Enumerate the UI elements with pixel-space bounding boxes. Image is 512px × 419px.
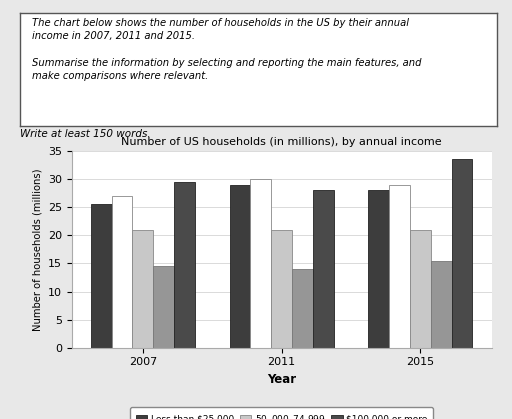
Bar <box>313 190 334 348</box>
Bar <box>174 182 195 348</box>
Bar <box>133 230 153 348</box>
Bar <box>112 196 133 348</box>
Bar <box>91 204 112 348</box>
Bar <box>452 159 473 348</box>
Text: The chart below shows the number of households in the US by their annual
income : The chart below shows the number of hous… <box>32 18 422 81</box>
X-axis label: Year: Year <box>267 373 296 386</box>
Bar <box>368 190 389 348</box>
Bar <box>292 269 313 348</box>
Text: Write at least 150 words.: Write at least 150 words. <box>20 129 151 139</box>
Bar <box>153 266 174 348</box>
Title: Number of US households (in millions), by annual income: Number of US households (in millions), b… <box>121 137 442 147</box>
Bar <box>431 261 452 348</box>
Bar <box>389 185 410 348</box>
Legend: Less than $25,000, $25,000–$49,999, $50,000–$74,999, $75,000–$99,999, $100,000 o: Less than $25,000, $25,000–$49,999, $50,… <box>130 407 433 419</box>
Bar <box>410 230 431 348</box>
Bar <box>271 230 292 348</box>
Bar <box>229 185 250 348</box>
Y-axis label: Number of households (millions): Number of households (millions) <box>32 168 42 331</box>
Bar <box>250 179 271 348</box>
